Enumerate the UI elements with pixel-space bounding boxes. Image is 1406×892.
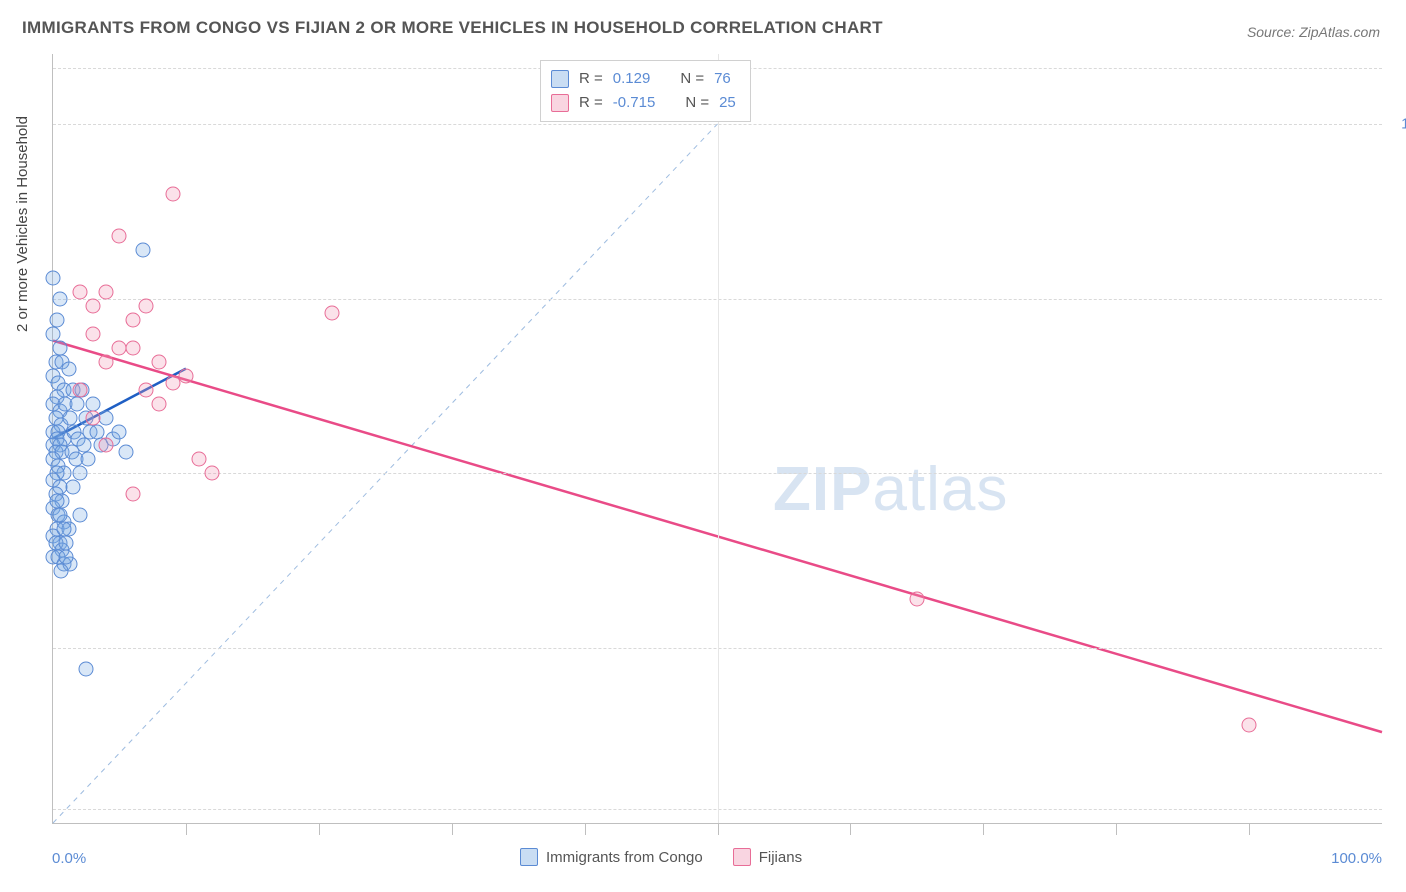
r-value-blue: 0.129	[613, 67, 651, 91]
source-attribution: Source: ZipAtlas.com	[1247, 24, 1380, 40]
x-tick	[452, 823, 453, 835]
r-label: R =	[579, 91, 603, 115]
n-label: N =	[685, 91, 709, 115]
point-congo	[112, 424, 127, 439]
point-fijian	[325, 305, 340, 320]
point-congo	[72, 466, 87, 481]
point-congo	[85, 396, 100, 411]
point-fijian	[85, 298, 100, 313]
point-fijian	[205, 466, 220, 481]
r-label: R =	[579, 67, 603, 91]
point-fijian	[909, 592, 924, 607]
n-value-blue: 76	[714, 67, 731, 91]
x-tick	[850, 823, 851, 835]
point-fijian	[112, 228, 127, 243]
point-fijian	[99, 438, 114, 453]
swatch-blue-icon	[520, 848, 538, 866]
point-congo	[52, 508, 67, 523]
point-congo	[59, 550, 74, 565]
point-congo	[59, 536, 74, 551]
point-congo	[56, 522, 71, 537]
point-fijian	[192, 452, 207, 467]
point-congo	[76, 438, 91, 453]
point-congo	[136, 242, 151, 257]
point-congo	[69, 396, 84, 411]
gridline-vertical	[718, 54, 719, 823]
point-congo	[99, 410, 114, 425]
swatch-pink-icon	[733, 848, 751, 866]
source-label: Source:	[1247, 24, 1295, 40]
x-axis-max-label: 100.0%	[1331, 850, 1382, 867]
x-tick	[585, 823, 586, 835]
source-name: ZipAtlas.com	[1299, 24, 1380, 40]
legend-stats-row-blue: R = 0.129 N = 76	[551, 67, 736, 91]
x-axis-min-label: 0.0%	[52, 850, 86, 867]
point-congo	[65, 480, 80, 495]
point-congo	[46, 326, 61, 341]
point-fijian	[165, 375, 180, 390]
plot-area: ZIPatlas 25.0%50.0%75.0%100.0%	[52, 54, 1382, 824]
legend-item-congo: Immigrants from Congo	[520, 848, 703, 866]
point-fijian	[1242, 718, 1257, 733]
legend-label-fijians: Fijians	[759, 849, 802, 866]
y-axis-title: 2 or more Vehicles in Household	[14, 116, 31, 332]
y-tick-label: 100.0%	[1401, 115, 1406, 132]
point-congo	[63, 410, 78, 425]
point-fijian	[85, 326, 100, 341]
point-congo	[52, 291, 67, 306]
legend-stats-box: R = 0.129 N = 76 R = -0.715 N = 25	[540, 60, 751, 122]
point-fijian	[99, 284, 114, 299]
point-congo	[52, 340, 67, 355]
point-congo	[61, 361, 76, 376]
legend-bottom: Immigrants from Congo Fijians	[520, 848, 802, 866]
point-congo	[46, 270, 61, 285]
n-value-pink: 25	[719, 91, 736, 115]
point-congo	[49, 494, 64, 509]
legend-label-congo: Immigrants from Congo	[546, 849, 703, 866]
x-tick	[983, 823, 984, 835]
point-congo	[89, 424, 104, 439]
point-fijian	[152, 396, 167, 411]
n-label: N =	[680, 67, 704, 91]
point-congo	[79, 662, 94, 677]
x-tick	[1116, 823, 1117, 835]
point-fijian	[125, 487, 140, 502]
legend-stats-row-pink: R = -0.715 N = 25	[551, 91, 736, 115]
legend-item-fijians: Fijians	[733, 848, 802, 866]
point-congo	[80, 452, 95, 467]
swatch-blue-icon	[551, 70, 569, 88]
point-fijian	[85, 410, 100, 425]
point-fijian	[125, 312, 140, 327]
point-fijian	[99, 354, 114, 369]
point-fijian	[125, 340, 140, 355]
point-congo	[119, 445, 134, 460]
point-fijian	[72, 284, 87, 299]
point-congo	[49, 312, 64, 327]
point-fijian	[178, 368, 193, 383]
chart-title: IMMIGRANTS FROM CONGO VS FIJIAN 2 OR MOR…	[22, 18, 883, 38]
x-tick	[718, 823, 719, 835]
point-fijian	[139, 382, 154, 397]
x-tick	[186, 823, 187, 835]
swatch-pink-icon	[551, 94, 569, 112]
point-congo	[72, 508, 87, 523]
x-tick	[319, 823, 320, 835]
x-tick	[1249, 823, 1250, 835]
r-value-pink: -0.715	[613, 91, 656, 115]
point-fijian	[152, 354, 167, 369]
point-congo	[53, 564, 68, 579]
point-fijian	[72, 382, 87, 397]
point-fijian	[139, 298, 154, 313]
point-fijian	[165, 186, 180, 201]
